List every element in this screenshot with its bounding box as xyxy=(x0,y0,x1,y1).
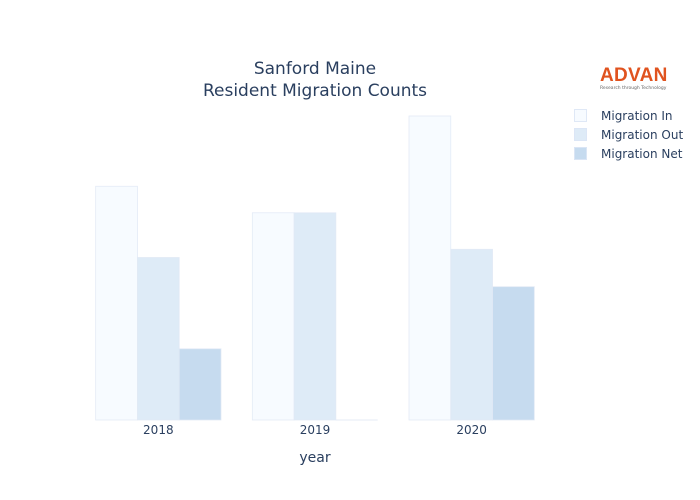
x-tick-label-2018: 2018 xyxy=(143,423,174,437)
legend-label: Migration In xyxy=(601,108,673,123)
bar-migration-in-2019[interactable] xyxy=(251,212,295,421)
legend-label: Migration Out xyxy=(601,127,684,142)
chart-subtitle: Resident Migration Counts xyxy=(202,81,428,101)
bar-migration-net-2018[interactable] xyxy=(178,348,222,421)
bar-migration-out-2020[interactable] xyxy=(450,248,493,421)
legend-swatch xyxy=(574,128,587,141)
bar-migration-out-2019[interactable] xyxy=(293,212,337,421)
bar-migration-net-2020[interactable] xyxy=(492,286,535,421)
bar-migration-out-2018[interactable] xyxy=(137,257,180,421)
legend-item-migration-out[interactable]: Migration Out xyxy=(574,125,683,144)
legend-swatch xyxy=(574,109,587,122)
x-axis-title: year xyxy=(299,450,330,466)
advan-logo: ADVAN Research through Technology xyxy=(600,66,672,92)
chart-legend: Migration In Migration Out Migration Net xyxy=(574,106,683,163)
bar-migration-in-2018[interactable] xyxy=(95,185,138,421)
legend-item-migration-in[interactable]: Migration In xyxy=(574,106,683,125)
legend-label: Migration Net xyxy=(601,146,683,161)
legend-swatch xyxy=(574,147,587,160)
x-tick-label-2020: 2020 xyxy=(456,423,487,437)
logo-tagline: Research through Technology xyxy=(600,86,667,91)
chart-title-block: Sanford Maine Resident Migration Counts xyxy=(0,58,630,102)
x-tick-label-2019: 2019 xyxy=(300,423,331,437)
chart-title: Sanford Maine xyxy=(253,59,377,79)
legend-item-migration-net[interactable]: Migration Net xyxy=(574,144,683,163)
logo-wordmark: ADVAN xyxy=(600,65,668,86)
bar-migration-in-2020[interactable] xyxy=(408,115,452,421)
